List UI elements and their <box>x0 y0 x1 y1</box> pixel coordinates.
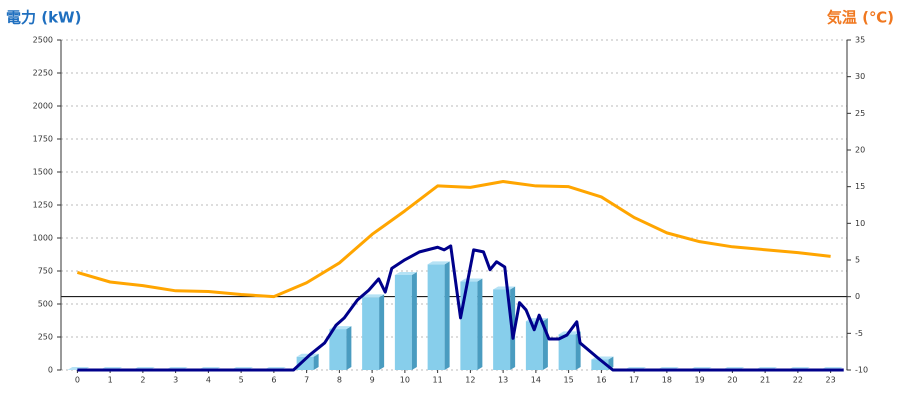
x-tick-label: 7 <box>304 376 309 385</box>
bar-face <box>493 289 511 370</box>
bar-face <box>362 294 385 298</box>
bar-face <box>346 326 352 370</box>
bar <box>427 261 450 370</box>
bar <box>394 271 417 370</box>
y-tick-label: 500 <box>38 300 53 309</box>
bar-face <box>444 261 450 370</box>
x-tick-label: 21 <box>760 376 770 385</box>
bar <box>362 294 385 370</box>
x-tick-label: 18 <box>662 376 672 385</box>
x-tick-label: 13 <box>498 376 508 385</box>
y2-tick-label: 20 <box>855 146 865 155</box>
bar-face <box>427 264 445 370</box>
bar <box>296 353 319 370</box>
y-tick-label: 1250 <box>33 201 53 210</box>
bar-face <box>313 353 319 370</box>
line <box>77 244 844 372</box>
y-tick-label: 2500 <box>33 36 53 45</box>
x-tick-label: 0 <box>75 376 80 385</box>
x-tick-label: 8 <box>337 376 342 385</box>
y-tick-label: 1750 <box>33 135 53 144</box>
bar-face <box>379 294 385 370</box>
x-tick-label: 16 <box>596 376 606 385</box>
bar-face <box>493 286 516 290</box>
bar-face <box>477 278 483 370</box>
bar-face <box>460 281 478 370</box>
bar-face <box>296 356 314 370</box>
y-tick-label: 2000 <box>33 102 53 111</box>
x-tick-label: 3 <box>173 376 178 385</box>
x-tick-label: 10 <box>400 376 410 385</box>
y-axis-title: 電力 (kW) <box>6 9 81 27</box>
bar-face <box>427 261 450 265</box>
bar-face <box>329 329 347 370</box>
y2-tick-label: 35 <box>855 36 865 45</box>
bar-face <box>558 334 576 370</box>
bar <box>493 286 516 370</box>
x-tick-label: 4 <box>206 376 211 385</box>
bar-face <box>525 321 543 370</box>
y2-tick-label: -5 <box>855 329 863 338</box>
x-tick-label: 12 <box>465 376 475 385</box>
x-tick-label: 14 <box>531 376 541 385</box>
x-tick-label: 2 <box>140 376 145 385</box>
y-tick-label: 1000 <box>33 234 53 243</box>
x-tick-label: 5 <box>239 376 244 385</box>
y2-tick-label: 0 <box>855 292 860 301</box>
bar-face <box>591 359 609 370</box>
bar-face <box>394 271 417 275</box>
bar-face <box>460 278 483 282</box>
y-tick-label: 0 <box>48 366 53 375</box>
x-tick-label: 22 <box>793 376 803 385</box>
line <box>76 180 831 299</box>
bar-face <box>411 271 417 370</box>
bar-face <box>394 274 412 370</box>
bar <box>329 326 352 370</box>
x-tick-label: 1 <box>108 376 113 385</box>
y2-tick-label: 5 <box>855 256 860 265</box>
x-tick-label: 15 <box>564 376 574 385</box>
x-tick-label: 23 <box>826 376 836 385</box>
y2-tick-label: 25 <box>855 109 865 118</box>
y2-tick-label: 10 <box>855 219 865 228</box>
y-tick-label: 750 <box>38 267 53 276</box>
x-tick-label: 19 <box>695 376 705 385</box>
y2-tick-label: 30 <box>855 72 865 81</box>
x-tick-label: 6 <box>271 376 276 385</box>
y2-tick-label: 15 <box>855 182 865 191</box>
bar-face <box>362 297 380 370</box>
x-tick-label: 17 <box>629 376 639 385</box>
y-tick-label: 2250 <box>33 69 53 78</box>
y2-tick-label: -10 <box>855 366 868 375</box>
y2-axis-title: 気温 (℃) <box>827 9 894 27</box>
bar <box>460 278 483 370</box>
x-tick-label: 9 <box>370 376 375 385</box>
y-tick-label: 250 <box>38 333 53 342</box>
y-tick-label: 1500 <box>33 168 53 177</box>
x-tick-label: 20 <box>727 376 737 385</box>
x-tick-label: 11 <box>433 376 443 385</box>
